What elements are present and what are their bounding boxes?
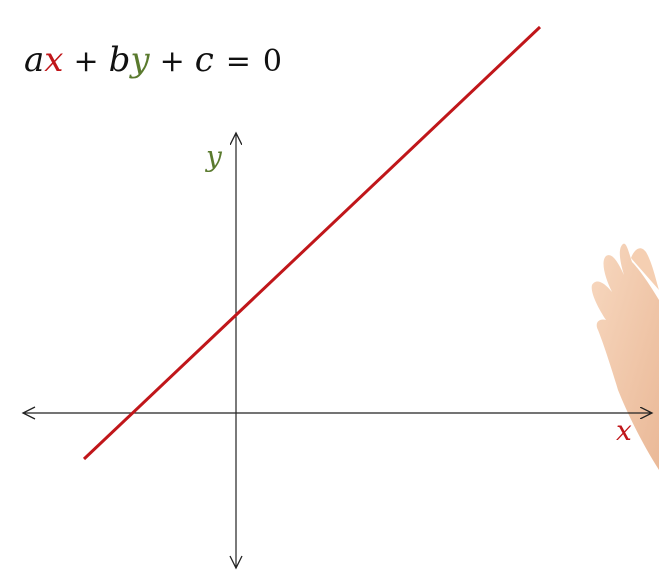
coefficient-a: a bbox=[24, 40, 44, 80]
coefficient-b: b bbox=[109, 40, 131, 80]
constant-c: c bbox=[195, 40, 214, 80]
equation: ax + by + c = 0 bbox=[24, 40, 282, 80]
y-axis-bottom-arrow bbox=[229, 555, 243, 570]
y-axis-label: y bbox=[204, 140, 223, 173]
x-axis-left-arrow bbox=[21, 406, 36, 420]
red-line bbox=[82, 25, 542, 461]
plus-sign-1: + bbox=[73, 44, 98, 79]
equals-sign: = bbox=[226, 44, 251, 79]
zero-value: 0 bbox=[263, 44, 282, 79]
variable-x: x bbox=[44, 40, 63, 80]
plus-sign-2: + bbox=[160, 44, 185, 79]
x-axis-label: x bbox=[616, 414, 632, 447]
variable-y: y bbox=[128, 40, 150, 80]
